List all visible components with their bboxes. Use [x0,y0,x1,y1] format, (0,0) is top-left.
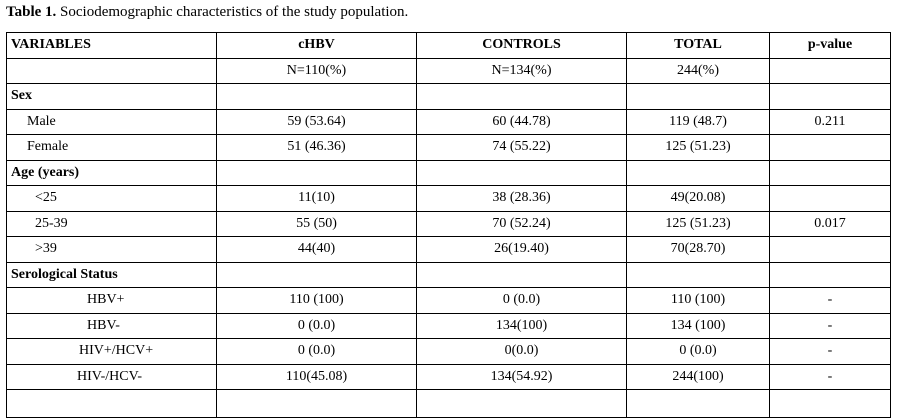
cell-controls: 26(19.40) [416,236,627,263]
section-sero-label: Serological Status [6,261,217,288]
cell-pvalue [769,236,891,263]
section-age-label: Age (years) [6,159,217,186]
empty-cell [626,83,770,110]
empty-cell [626,159,770,186]
empty-cell [416,261,627,288]
cell-chbv: 55 (50) [216,210,417,237]
row-label: HBV- [6,312,217,339]
section-row-age: Age (years) [6,159,891,186]
cell-pvalue: - [769,363,891,390]
empty-cell [416,159,627,186]
table-row: HBV- 0 (0.0) 134(100) 134 (100) - [6,312,891,339]
table-row: <25 11(10) 38 (28.36) 49(20.08) [6,185,891,212]
empty-cell [769,389,891,418]
table-row: >39 44(40) 26(19.40) 70(28.70) [6,236,891,263]
cell-chbv: 44(40) [216,236,417,263]
cell-pvalue: - [769,312,891,339]
empty-cell [626,261,770,288]
subheader-total: 244(%) [626,57,770,84]
cell-chbv: 110(45.08) [216,363,417,390]
cell-controls: 38 (28.36) [416,185,627,212]
cell-total: 244(100) [626,363,770,390]
cell-controls: 74 (55.22) [416,134,627,161]
subheader-controls: N=134(%) [416,57,627,84]
header-variables: VARIABLES [6,32,217,59]
header-total: TOTAL [626,32,770,59]
subheader-pvalue-empty [769,57,891,84]
empty-cell [769,261,891,288]
table-row-empty [6,389,891,418]
cell-total: 70(28.70) [626,236,770,263]
empty-cell [216,389,417,418]
cell-chbv: 110 (100) [216,287,417,314]
header-controls: CONTROLS [416,32,627,59]
cell-controls: 134(100) [416,312,627,339]
subheader-chbv: N=110(%) [216,57,417,84]
cell-pvalue: - [769,287,891,314]
cell-total: 0 (0.0) [626,338,770,365]
empty-cell [216,261,417,288]
table-caption-label: Table 1. [6,4,57,20]
empty-cell [6,389,217,418]
cell-pvalue: 0.211 [769,108,891,135]
row-label: >39 [6,236,217,263]
empty-cell [416,83,627,110]
empty-cell [769,83,891,110]
row-label: HIV-/HCV- [6,363,217,390]
cell-chbv: 51 (46.36) [216,134,417,161]
table-row: Female 51 (46.36) 74 (55.22) 125 (51.23) [6,134,891,161]
section-row-serological: Serological Status [6,261,891,288]
cell-controls: 70 (52.24) [416,210,627,237]
table-row: HIV-/HCV- 110(45.08) 134(54.92) 244(100)… [6,363,891,390]
row-label: 25-39 [6,210,217,237]
subheader-row: N=110(%) N=134(%) 244(%) [6,57,891,84]
cell-controls: 0 (0.0) [416,287,627,314]
cell-total: 49(20.08) [626,185,770,212]
empty-cell [416,389,627,418]
row-label: Female [6,134,217,161]
cell-pvalue [769,134,891,161]
table-row: Male 59 (53.64) 60 (44.78) 119 (48.7) 0.… [6,108,891,135]
table-caption: Table 1. Sociodemographic characteristic… [6,3,408,21]
row-label: <25 [6,185,217,212]
cell-total: 110 (100) [626,287,770,314]
empty-cell [216,83,417,110]
row-label: Male [6,108,217,135]
cell-total: 134 (100) [626,312,770,339]
row-label: HBV+ [6,287,217,314]
cell-pvalue: 0.017 [769,210,891,237]
cell-controls: 0(0.0) [416,338,627,365]
empty-cell [626,389,770,418]
cell-controls: 60 (44.78) [416,108,627,135]
header-row: VARIABLES cHBV CONTROLS TOTAL p-value [6,32,891,59]
cell-pvalue [769,185,891,212]
section-sex-label: Sex [6,83,217,110]
cell-chbv: 11(10) [216,185,417,212]
empty-cell [216,159,417,186]
table-row: HIV+/HCV+ 0 (0.0) 0(0.0) 0 (0.0) - [6,338,891,365]
table-row: HBV+ 110 (100) 0 (0.0) 110 (100) - [6,287,891,314]
header-pvalue: p-value [769,32,891,59]
table-row: 25-39 55 (50) 70 (52.24) 125 (51.23) 0.0… [6,210,891,237]
section-row-sex: Sex [6,83,891,110]
cell-total: 119 (48.7) [626,108,770,135]
empty-cell [769,159,891,186]
cell-total: 125 (51.23) [626,210,770,237]
table-caption-text: Sociodemographic characteristics of the … [56,4,409,20]
sociodemographic-table: VARIABLES cHBV CONTROLS TOTAL p-value N=… [6,32,891,418]
subheader-empty [6,57,217,84]
cell-controls: 134(54.92) [416,363,627,390]
header-chbv: cHBV [216,32,417,59]
row-label: HIV+/HCV+ [6,338,217,365]
cell-chbv: 0 (0.0) [216,312,417,339]
cell-chbv: 0 (0.0) [216,338,417,365]
cell-total: 125 (51.23) [626,134,770,161]
cell-pvalue: - [769,338,891,365]
cell-chbv: 59 (53.64) [216,108,417,135]
